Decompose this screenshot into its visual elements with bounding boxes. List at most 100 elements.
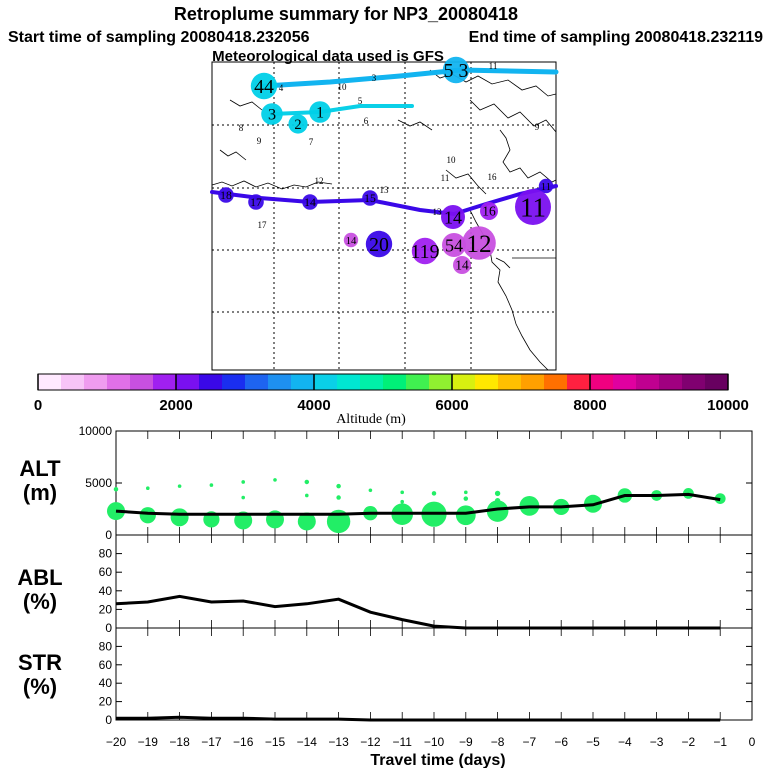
colorbar-cell: [567, 374, 591, 390]
map-day-label: 11: [441, 173, 450, 183]
abl-unit: (%): [23, 589, 57, 614]
map-day-label: 54: [445, 235, 463, 255]
alt-plume-marker: [170, 508, 189, 527]
x-tick-label: −10: [424, 735, 445, 749]
alt-plume-marker: [113, 486, 119, 492]
colorbar-cell: [636, 374, 660, 390]
map-day-label: 2: [294, 117, 301, 133]
y-tick-label: 0: [105, 528, 112, 542]
colorbar-tick-label: 0: [34, 397, 42, 414]
colorbar-cells: [38, 374, 729, 390]
y-tick-label: 40: [99, 584, 113, 598]
colorbar-cell: [613, 374, 637, 390]
alt-plume-marker: [209, 483, 214, 487]
map-day-label: 4: [279, 83, 284, 93]
map-plume-circle: [442, 56, 470, 84]
colorbar-tick-label: 4000: [297, 397, 330, 414]
colorbar-cell: [360, 374, 384, 390]
colorbar-cell: [452, 374, 476, 390]
x-tick-label: −19: [138, 735, 159, 749]
map-plume-circle: [462, 226, 496, 260]
y-tick-label: 0: [105, 713, 112, 727]
map-day-label: 18: [220, 189, 232, 202]
map-day-label: 5 3: [444, 60, 469, 82]
colorbar-cell: [682, 374, 706, 390]
colorbar-cell: [199, 374, 223, 390]
alt-plume-marker: [455, 505, 476, 526]
x-tick-label: 0: [749, 735, 756, 749]
colorbar-cell: [38, 374, 62, 390]
map-day-label: 13: [380, 185, 390, 195]
map-plume-circle: [538, 178, 554, 194]
x-tick-label: −15: [265, 735, 286, 749]
colorbar-cell: [544, 374, 568, 390]
alt-plume-marker: [305, 493, 309, 498]
alt-plume-marker: [177, 484, 182, 488]
str-panel-frame: [115, 627, 753, 721]
alt-median-line: [115, 492, 721, 516]
colorbar-tick-label: 8000: [573, 397, 606, 414]
alt-plume-marker: [146, 486, 150, 491]
x-tick-label: −9: [459, 735, 473, 749]
colorbar-cell: [130, 374, 154, 390]
map-day-label: 17: [258, 220, 268, 230]
alt-plume-marker: [273, 478, 277, 482]
x-tick-label: −13: [328, 735, 349, 749]
alt-plume-marker: [494, 497, 501, 504]
alt-plume-marker: [304, 479, 310, 485]
alt-plume-marker: [494, 490, 501, 497]
colorbar-cell: [705, 374, 729, 390]
trajectory-cyan: [270, 104, 414, 116]
x-tick-label: −1: [713, 735, 727, 749]
map-plume-circle: [515, 189, 551, 225]
time-series-panels: ALT (m) ABL (%) STR (%) 10000 5000 0 80 60 4…: [17, 424, 755, 768]
colorbar-cell: [84, 374, 108, 390]
x-tick-labels: −20 −19 −18 −17 −16 −15 −14 −13 −12 −11 −10 −9 −8 −7−…: [106, 735, 756, 749]
map-plume-circle: [453, 256, 471, 274]
map-day-label: 12: [466, 231, 491, 258]
colorbar-cell: [383, 374, 407, 390]
colorbar-cell: [659, 374, 683, 390]
map-plume-circle: [411, 237, 439, 265]
map-day-label: 15: [364, 192, 376, 205]
main-title: Retroplume summary for NP3_20080418: [174, 4, 518, 24]
x-tick-label: −18: [169, 735, 190, 749]
y-tick-label: 5000: [85, 476, 112, 490]
altitude-colorbar: 0 2000 4000 6000 8000 10000 Altitude (m): [34, 373, 749, 427]
alt-plume-marker: [336, 495, 341, 500]
map-day-label: 7: [309, 137, 314, 147]
map-day-label: 14: [304, 196, 316, 209]
colorbar-cell: [314, 374, 338, 390]
alt-plume-marker: [107, 502, 125, 521]
x-tick-label: −16: [233, 735, 254, 749]
colorbar-cell: [429, 374, 453, 390]
y-tick-label: 20: [99, 602, 113, 616]
map-day-label: 10: [338, 82, 348, 92]
colorbar-cell: [521, 374, 545, 390]
y-tick-label: 60: [99, 658, 113, 672]
colorbar-cell: [337, 374, 361, 390]
map-plume-circle: [343, 232, 359, 248]
x-tick-label: −8: [491, 735, 505, 749]
colorbar-tick-label: 2000: [159, 397, 192, 414]
colorbar-cell: [498, 374, 522, 390]
colorbar-cell: [268, 374, 292, 390]
map-plume-circle: [309, 101, 331, 123]
map-plume-circle: [365, 230, 393, 258]
map-day-label: 17: [250, 196, 262, 209]
alt-plume-marker: [297, 512, 316, 531]
str-label: STR: [18, 650, 62, 675]
alt-plume-markers: [107, 478, 726, 534]
colorbar-tick-label: 10000: [707, 397, 749, 414]
map-day-label: 119: [411, 241, 440, 263]
alt-plume-marker: [463, 496, 469, 501]
x-tick-marks: [115, 431, 753, 720]
map-day-label: 20: [369, 234, 389, 256]
x-tick-label: −5: [586, 735, 600, 749]
colorbar-major-ticks: [37, 374, 729, 390]
map-plume-circle: [480, 202, 498, 220]
map-plume-circle: [442, 233, 466, 257]
colorbar-cell: [222, 374, 246, 390]
